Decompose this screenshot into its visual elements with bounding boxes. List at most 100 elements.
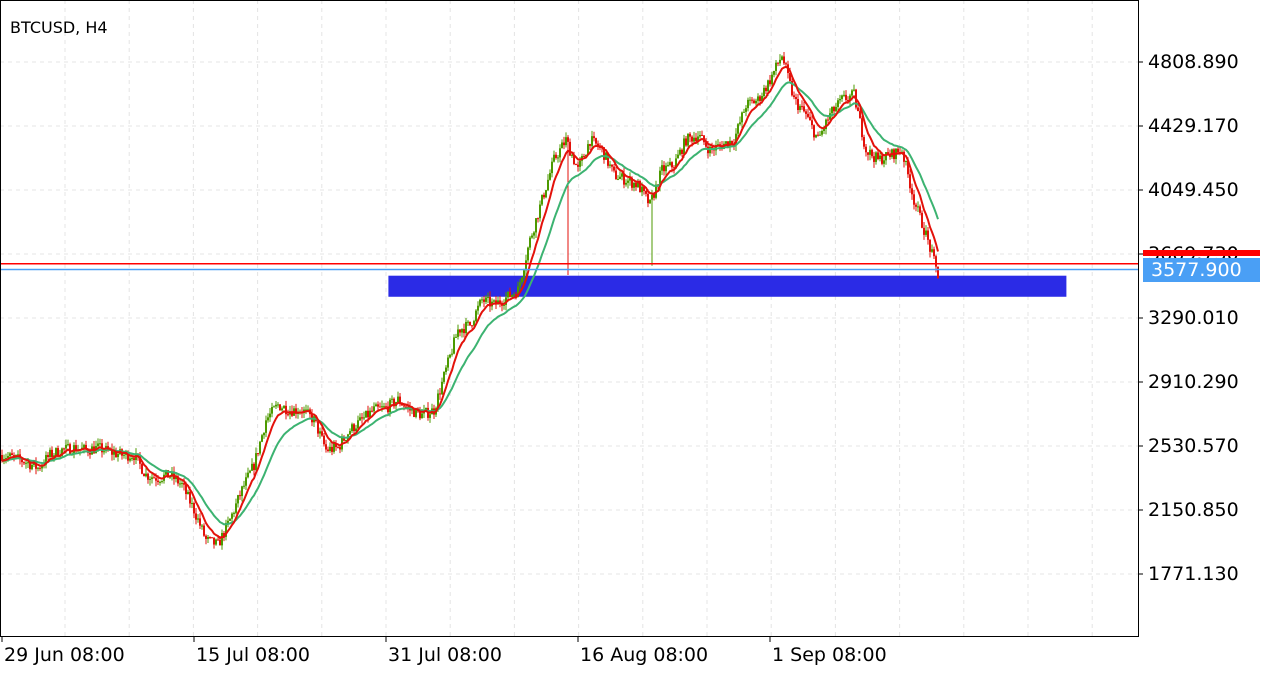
- x-tick-label: 15 Jul 08:00: [196, 644, 310, 666]
- candle-body: [261, 435, 263, 442]
- candle-body: [917, 206, 919, 208]
- candle-body: [1, 455, 3, 461]
- candle-body: [243, 485, 245, 487]
- candle-body: [267, 417, 269, 421]
- candle-body: [675, 158, 677, 169]
- candle-body: [211, 537, 213, 539]
- candle-body: [397, 396, 399, 403]
- candle-body: [133, 458, 135, 461]
- moving-average-fast: [1, 65, 939, 540]
- candle-body: [467, 321, 469, 323]
- candle-body: [393, 398, 395, 407]
- candle-body: [131, 458, 133, 460]
- candle-body: [819, 134, 821, 136]
- candle-body: [765, 87, 767, 92]
- candle-body: [217, 539, 219, 541]
- candle-body: [111, 449, 113, 455]
- candle-body: [21, 459, 23, 463]
- candle-body: [493, 300, 495, 302]
- candle-body: [909, 174, 911, 189]
- y-tick-label: 2530.570: [1148, 435, 1239, 457]
- candle-body: [593, 136, 595, 139]
- candle-body: [157, 480, 159, 483]
- candle-body: [57, 448, 59, 457]
- candle-body: [35, 461, 37, 469]
- candle-body: [785, 63, 787, 65]
- candle-body: [839, 98, 841, 101]
- candle-body: [175, 476, 177, 480]
- candle-body: [17, 454, 19, 456]
- candle-body: [495, 300, 497, 305]
- candle-body: [477, 305, 479, 311]
- candle-body: [661, 165, 663, 171]
- candle-body: [53, 455, 55, 458]
- candle-body: [571, 154, 573, 156]
- candle-body: [635, 182, 637, 188]
- candle-body: [285, 405, 287, 415]
- x-tick-label: 16 Aug 08:00: [580, 644, 709, 666]
- y-tick-label: 4049.450: [1148, 179, 1239, 201]
- candle-body: [869, 149, 871, 155]
- candle-body: [659, 170, 661, 187]
- candle-body: [251, 463, 253, 471]
- candle-body: [31, 464, 33, 470]
- support-zone-rectangle[interactable]: [388, 275, 1067, 297]
- candles: [1, 51, 939, 550]
- candle-body: [821, 130, 823, 135]
- candle-body: [273, 406, 275, 408]
- candle-body: [849, 95, 851, 101]
- candle-body: [669, 162, 671, 166]
- candle-body: [757, 96, 759, 101]
- candle-body: [161, 480, 163, 482]
- candle-body: [277, 404, 279, 406]
- candle-body: [503, 304, 505, 306]
- candle-body: [363, 417, 365, 419]
- candle-body: [517, 286, 519, 298]
- candle-body: [487, 296, 489, 298]
- candle-body: [547, 179, 549, 191]
- candle-body: [385, 406, 387, 408]
- candle-body: [783, 56, 785, 64]
- candle-body: [797, 99, 799, 111]
- candle-body: [287, 414, 289, 416]
- candle-body: [645, 191, 647, 194]
- candle-body: [813, 125, 815, 138]
- candle-body: [143, 473, 145, 477]
- candle-body: [141, 463, 143, 474]
- candle-body: [319, 431, 321, 434]
- ask-price-tag: [1143, 250, 1260, 256]
- candle-body: [403, 405, 405, 407]
- candle-body: [459, 329, 461, 333]
- candle-body: [191, 503, 193, 505]
- candle-body: [807, 113, 809, 117]
- candle-body: [13, 455, 15, 457]
- candle-body: [673, 167, 675, 169]
- candle-body: [227, 520, 229, 523]
- candle-body: [439, 393, 441, 395]
- candle-body: [295, 408, 297, 414]
- candle-body: [743, 111, 745, 113]
- candle-body: [725, 141, 727, 144]
- candle-body: [37, 467, 39, 469]
- candle-body: [591, 136, 593, 146]
- candle-body: [187, 491, 189, 495]
- candle-body: [239, 495, 241, 497]
- candle-body: [115, 451, 117, 458]
- candle-body: [27, 462, 29, 464]
- candle-body: [329, 446, 331, 452]
- candle-body: [253, 463, 255, 470]
- candle-body: [841, 95, 843, 99]
- candle-body: [123, 454, 125, 456]
- candle-body: [937, 266, 939, 279]
- candle-body: [103, 451, 105, 453]
- candle-body: [399, 396, 401, 404]
- candle-body: [833, 106, 835, 112]
- candle-body: [373, 406, 375, 412]
- candle-body: [511, 295, 513, 297]
- candle-body: [171, 471, 173, 476]
- candle-body: [151, 477, 153, 479]
- candle-body: [139, 456, 141, 464]
- candle-body: [913, 194, 915, 205]
- candle-body: [769, 80, 771, 85]
